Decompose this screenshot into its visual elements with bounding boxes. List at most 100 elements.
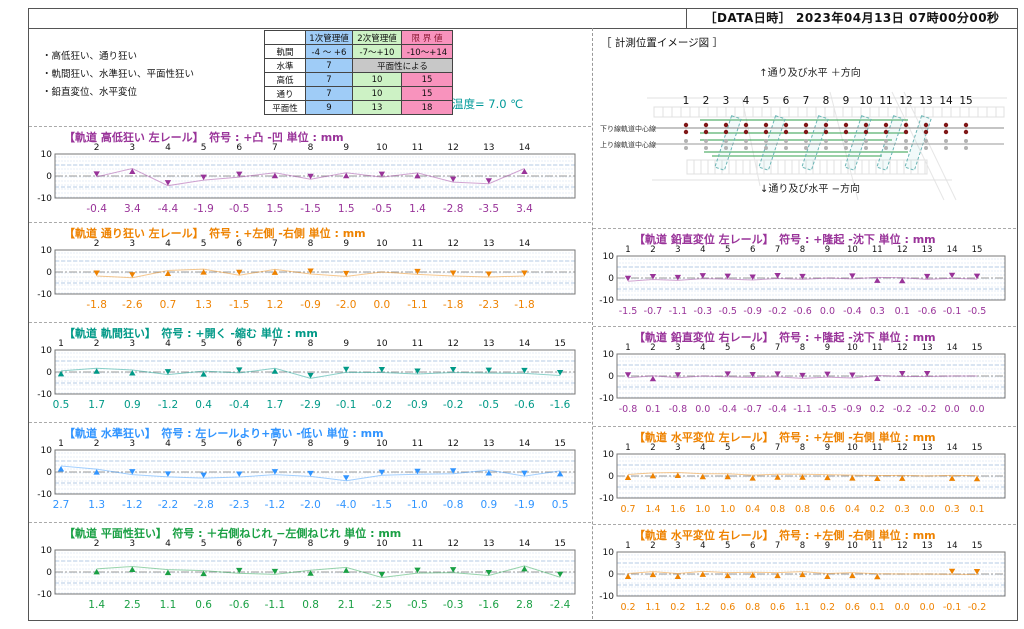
x-tick-label: 10 [376, 143, 388, 153]
marker-down [674, 372, 682, 378]
x-tick-label: 5 [201, 539, 207, 549]
marker-up [521, 565, 528, 572]
x-tick-label: 6 [750, 245, 755, 255]
value-label: -1.9 [514, 499, 535, 511]
section-divider [29, 126, 591, 127]
value-label: -1.8 [443, 299, 464, 311]
x-tick-label: 14 [519, 143, 531, 153]
down-line-dot [703, 129, 709, 135]
value-label: -0.9 [407, 399, 428, 411]
x-tick-label: 2 [94, 439, 100, 449]
chart-plot-heimensei: 【軌道 平面性狂い】 符号 : ＋右側ねじれ −左側ねじれ 単位 : mm100… [37, 526, 576, 611]
marker-up [699, 473, 706, 480]
x-tick-label: 10 [847, 541, 858, 551]
marker-up [699, 571, 706, 577]
value-label: 0.4 [745, 504, 760, 515]
chart-title: 【軌道 高低狂い 左レール】 符号 : +凸 -凹 単位 : mm [64, 130, 344, 144]
table-row: 平面性 9 13 18 [264, 100, 453, 115]
down-line-dot [823, 129, 829, 135]
down-line-dot [783, 122, 789, 128]
x-tick-label: 2 [650, 541, 655, 551]
chart-plot-enchoku-left: 【軌道 鉛直変位 左レール】 符号 : +隆起 -沈下 単位 : mm100-1… [599, 232, 1006, 317]
value-label: -0.4 [768, 404, 787, 415]
y-tick-label: 10 [603, 450, 615, 460]
x-tick-label: 9 [343, 339, 349, 349]
value-label: 0.2 [620, 602, 635, 613]
marker-up [164, 569, 172, 576]
marker-up [271, 368, 279, 374]
up-line-dot [964, 139, 968, 143]
marker-up [849, 475, 856, 481]
marker-down [485, 271, 492, 278]
diagram-position-numbers: 1 2 3 4 5 6 7 8 9 10 11 12 13 14 15 [683, 95, 973, 107]
marker-down [948, 568, 956, 575]
marker-up [824, 573, 831, 580]
marker-up [849, 572, 856, 579]
table-row: 高低 7 10 15 [264, 72, 453, 87]
marker-up [307, 570, 314, 576]
diagram-position-number: 1 [683, 95, 690, 107]
x-tick-label: 14 [947, 541, 958, 551]
value-label: 0.6 [195, 599, 212, 611]
marker-up [129, 370, 136, 376]
bullet-item: ・高低狂い、通り狂い [42, 51, 138, 62]
marker-up [674, 472, 682, 478]
marker-up [674, 573, 682, 580]
marker-down [164, 471, 172, 477]
diagram-position-number: 3 [723, 95, 730, 107]
value-label: -0.5 [372, 203, 393, 215]
up-line-dot [844, 146, 848, 150]
value-cell: 13 [352, 100, 402, 115]
x-tick-label: 2 [94, 239, 100, 249]
x-tick-label: 10 [847, 245, 858, 255]
plot-border [616, 353, 1006, 399]
marker-down [948, 272, 956, 279]
table-header-cell: 1次管理値 [305, 30, 353, 45]
value-label: 0.6 [720, 602, 735, 613]
y-tick-label: -10 [37, 290, 52, 300]
value-cell: -4 ～ +6 [305, 44, 353, 59]
marker-down [774, 272, 781, 279]
value-label: 1.7 [88, 399, 105, 411]
table-row: 軌間 -4 ～ +6 -7～+10 -10～+14 [264, 44, 453, 59]
down-line-dot [823, 122, 829, 128]
y-tick-label: 10 [41, 246, 53, 256]
chart-title: 【軌道 通り狂い 左レール】 符号 : +左側 -右側 単位 : mm [64, 226, 366, 240]
value-label: 2.5 [124, 599, 141, 611]
x-tick-label: 1 [625, 443, 630, 453]
value-label: 1.2 [267, 299, 284, 311]
marker-down [271, 568, 279, 575]
x-tick-label: 9 [825, 343, 830, 353]
marker-up [899, 475, 906, 481]
value-label: -0.5 [229, 203, 250, 215]
diagram-position-number: 12 [899, 95, 912, 107]
x-tick-label: 8 [800, 443, 805, 453]
value-label: 2.1 [338, 599, 355, 611]
value-label: 1.0 [695, 504, 710, 515]
up-line-dot [884, 146, 888, 150]
up-line-dot [964, 146, 968, 150]
x-tick-label: 14 [519, 339, 531, 349]
marker-down [449, 468, 457, 474]
chart-plot-suijun: 【軌道 水準狂い】 符号 : 左レールより+高い -低い 単位 : mm100-… [37, 426, 576, 511]
diagram-sensor-frames [714, 115, 932, 171]
x-tick-label: 7 [272, 539, 278, 549]
up-line-dot [824, 139, 828, 143]
marker-down [624, 372, 632, 378]
down-line-dot [783, 129, 789, 135]
marker-up [521, 168, 528, 175]
temperature-label: 温度= 7.0 ℃ [452, 97, 524, 111]
section-divider [29, 522, 591, 523]
up-line-dot [704, 139, 708, 143]
value-cell: 9 [305, 100, 353, 115]
x-tick-label: 1 [625, 343, 630, 353]
x-tick-label: 4 [700, 245, 705, 255]
up-line-dot [904, 146, 908, 150]
down-line-dot [763, 129, 769, 135]
marker-up [624, 573, 632, 580]
x-tick-label: 1 [58, 339, 64, 349]
marker-down [236, 171, 243, 178]
value-label: -2.5 [372, 599, 393, 611]
x-tick-label: 14 [947, 443, 958, 453]
value-label: 0.1 [969, 504, 984, 515]
